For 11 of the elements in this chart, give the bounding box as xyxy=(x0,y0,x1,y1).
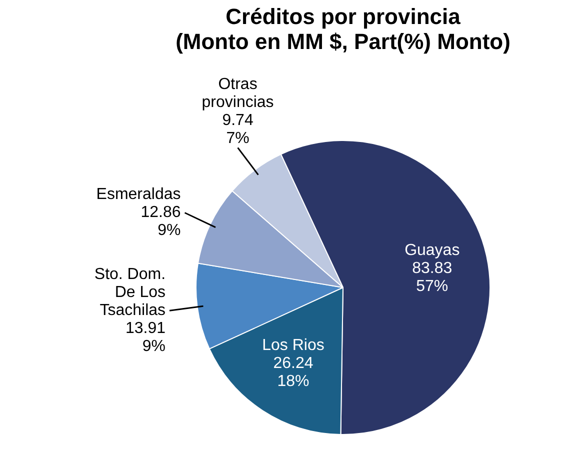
data-label: 83.83 57% xyxy=(412,260,452,295)
slice-label: Los Rios xyxy=(262,337,324,354)
data-label: 26.24 18% xyxy=(273,355,314,390)
data-label: 12.86 9% xyxy=(140,204,181,240)
slice-label: Guayas xyxy=(404,242,460,259)
data-label: 9.74 7% xyxy=(222,112,254,148)
slice-label: Sto. Dom. De Los Tsachilas xyxy=(94,266,166,320)
slice-label: Esmeraldas xyxy=(96,186,181,204)
chart-title: Créditos por provincia (Monto en MM $, Part(%) Monto) xyxy=(174,4,512,54)
data-label: 13.91 9% xyxy=(125,320,166,356)
slice-label: Otras provincias xyxy=(202,76,274,112)
